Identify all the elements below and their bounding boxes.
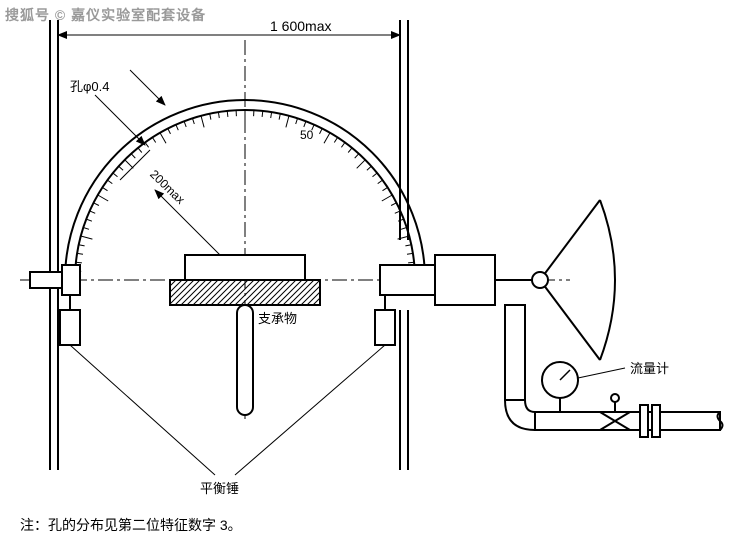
counterweight-left [60, 295, 80, 345]
tick-50-label: 50 [300, 128, 313, 142]
support-label: 支承物 [258, 308, 297, 327]
hole-label: 孔φ0.4 [70, 76, 110, 95]
left-wall [50, 20, 58, 470]
counterweight-label: 平衡锤 [200, 478, 239, 497]
pendulum-rod [237, 305, 253, 415]
note-text: 注：孔的分布见第二位特征数字 3。 [20, 515, 242, 535]
support-platform [170, 255, 320, 305]
right-pivot [380, 255, 495, 305]
pipe-assembly [505, 305, 723, 437]
flowmeter-gauge [542, 362, 625, 412]
counterweight-leaders [70, 345, 385, 475]
flowmeter-label: 流量计 [630, 358, 669, 377]
counterweight-right [375, 295, 395, 345]
left-pivot [30, 265, 80, 295]
right-wall [400, 20, 408, 470]
dimension-top-label: 1 600max [270, 18, 331, 34]
diagram-svg [0, 0, 730, 500]
dimension-top [58, 30, 400, 55]
